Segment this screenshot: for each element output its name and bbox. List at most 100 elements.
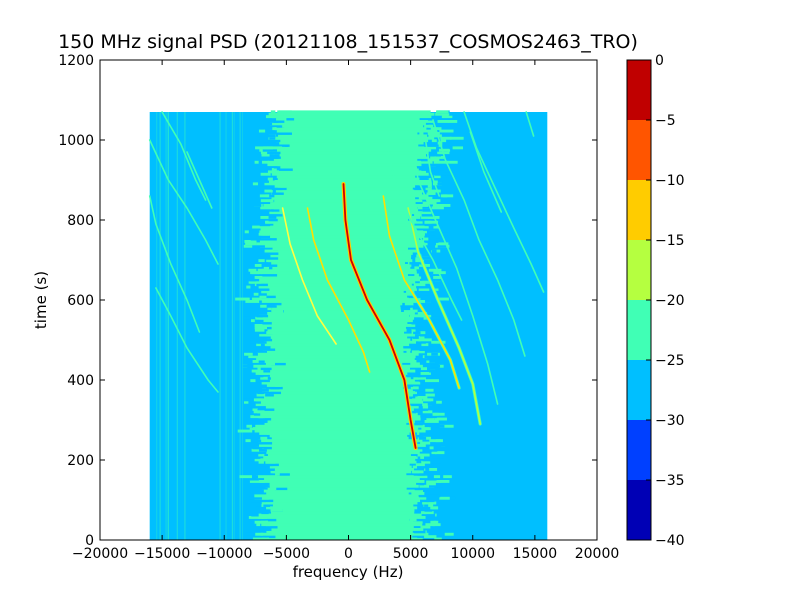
noise-band-row bbox=[263, 441, 418, 445]
signal-trace-16 bbox=[161, 111, 207, 201]
noise-speckle bbox=[415, 336, 425, 339]
noise-speckle bbox=[273, 492, 288, 495]
noise-speckle bbox=[421, 460, 431, 464]
noise-speckle bbox=[258, 360, 265, 363]
y-tick-label: 0 bbox=[85, 533, 94, 549]
noise-speckle bbox=[401, 307, 411, 311]
noise-band-row bbox=[272, 463, 410, 467]
colorbar-tick-label: −5 bbox=[655, 113, 676, 129]
noise-speckle bbox=[271, 115, 286, 119]
signal-trace-1 bbox=[342, 183, 417, 449]
noise-speckle bbox=[439, 444, 454, 447]
noise-band-row bbox=[272, 436, 409, 440]
noise-speckle bbox=[271, 362, 286, 366]
noise-band-row bbox=[267, 160, 433, 164]
noise-speckle bbox=[426, 316, 442, 320]
noise-speckle bbox=[254, 276, 262, 279]
noise-speckle bbox=[440, 136, 452, 140]
noise-speckle bbox=[424, 158, 440, 162]
noise-band-row bbox=[271, 384, 407, 387]
noise-band-row bbox=[264, 338, 411, 342]
x-tick-label: 0 bbox=[344, 546, 353, 562]
noise-speckle bbox=[271, 168, 277, 171]
y-tick-label: 1000 bbox=[58, 133, 94, 149]
noise-speckle bbox=[265, 494, 280, 498]
noise-speckle bbox=[422, 237, 429, 241]
noise-band-row bbox=[264, 249, 418, 253]
noise-speckle bbox=[260, 228, 271, 231]
noise-speckle bbox=[405, 381, 416, 385]
noise-speckle bbox=[263, 146, 273, 150]
noise-speckle bbox=[424, 508, 433, 512]
noise-speckle bbox=[276, 117, 291, 121]
noise-speckle bbox=[435, 153, 441, 157]
noise-speckle bbox=[442, 180, 454, 183]
noise-speckle bbox=[427, 132, 440, 135]
noise-speckle bbox=[267, 151, 281, 155]
noise-speckle bbox=[274, 158, 283, 162]
noise-band-row bbox=[271, 381, 406, 385]
noise-speckle bbox=[413, 518, 427, 522]
noise-speckle bbox=[272, 170, 284, 174]
noise-speckle bbox=[425, 523, 435, 527]
noise-speckle bbox=[245, 300, 260, 303]
signal-trace-10 bbox=[424, 139, 440, 197]
noise-speckle bbox=[264, 396, 276, 399]
noise-speckle bbox=[251, 448, 264, 452]
spectral-line bbox=[167, 112, 169, 540]
noise-speckle bbox=[423, 228, 438, 231]
noise-speckle bbox=[277, 132, 292, 135]
noise-speckle bbox=[257, 412, 270, 416]
colorbar-tick-label: −10 bbox=[655, 173, 685, 189]
noise-band-row bbox=[263, 283, 412, 287]
noise-band-row bbox=[266, 146, 437, 150]
noise-band-row bbox=[274, 120, 434, 123]
noise-speckle bbox=[248, 204, 262, 207]
noise-band-row bbox=[269, 256, 412, 260]
noise-speckle bbox=[255, 532, 264, 536]
noise-speckle bbox=[259, 208, 274, 212]
noise-band-row bbox=[269, 252, 413, 255]
noise-band-row bbox=[278, 518, 410, 522]
noise-speckle bbox=[437, 182, 448, 186]
noise-speckle bbox=[256, 314, 263, 318]
noise-speckle bbox=[415, 396, 428, 399]
noise-speckle bbox=[241, 398, 254, 402]
noise-speckle bbox=[258, 388, 269, 392]
noise-speckle bbox=[271, 156, 281, 159]
noise-speckle bbox=[435, 112, 450, 116]
noise-speckle bbox=[269, 535, 276, 539]
noise-band-row bbox=[265, 513, 422, 517]
noise-band-row bbox=[276, 535, 413, 539]
noise-band-row bbox=[259, 316, 415, 320]
noise-speckle bbox=[441, 172, 456, 176]
noise-speckle bbox=[429, 446, 434, 450]
noise-band-row bbox=[256, 278, 421, 282]
noise-speckle bbox=[254, 264, 262, 267]
noise-speckle bbox=[272, 422, 280, 426]
noise-speckle bbox=[242, 364, 253, 368]
noise-speckle bbox=[419, 484, 435, 488]
noise-speckle bbox=[252, 225, 262, 229]
noise-speckle bbox=[259, 194, 270, 198]
noise-speckle bbox=[269, 290, 275, 294]
noise-speckle bbox=[255, 379, 270, 383]
noise-speckle bbox=[256, 343, 261, 347]
noise-speckle bbox=[263, 180, 277, 183]
noise-speckle bbox=[254, 326, 270, 330]
noise-speckle bbox=[270, 206, 285, 210]
noise-band-row bbox=[256, 352, 419, 356]
noise-speckle bbox=[248, 268, 257, 272]
noise-speckle bbox=[266, 304, 277, 308]
noise-speckle bbox=[252, 338, 261, 342]
signal-trace-15 bbox=[155, 287, 219, 393]
noise-speckle bbox=[435, 156, 445, 159]
noise-band-row bbox=[272, 511, 415, 515]
noise-speckle bbox=[258, 460, 264, 464]
noise-band-row bbox=[263, 314, 410, 318]
noise-speckle bbox=[246, 312, 260, 315]
spectral-line bbox=[184, 112, 186, 540]
y-tick-label: 200 bbox=[67, 453, 94, 469]
noise-speckle bbox=[250, 379, 256, 383]
noise-band-row bbox=[261, 412, 418, 416]
